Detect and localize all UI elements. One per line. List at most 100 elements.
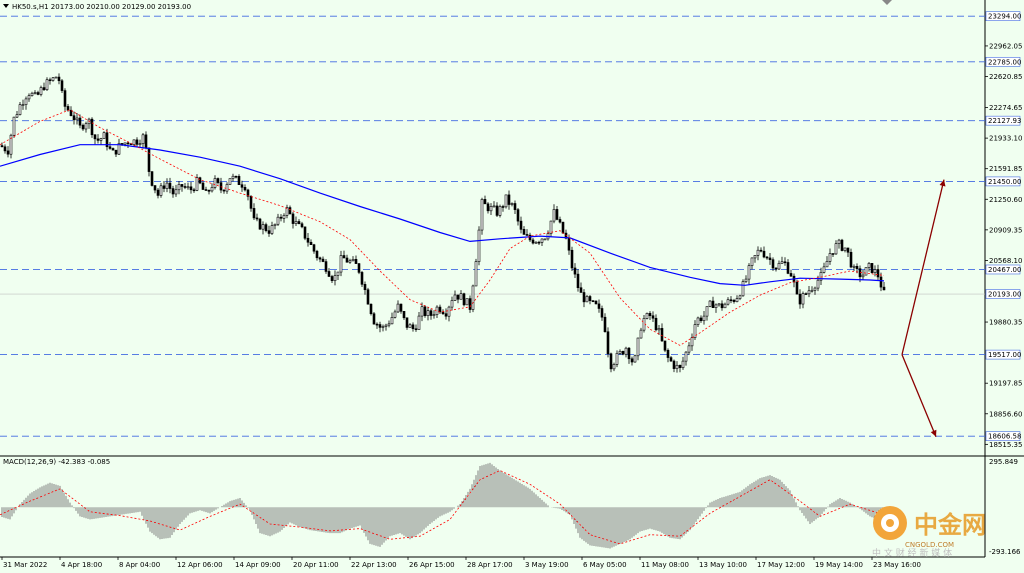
candle-body [576,273,580,289]
candle-body [84,123,88,130]
candle-body [624,347,628,355]
time-label: 20 Apr 11:00 [293,561,339,569]
candle-body [477,229,481,262]
candle-body [717,303,721,306]
candle-body [750,257,754,266]
candle-body [693,324,697,338]
candle-body [384,324,388,327]
candle-body [207,190,211,192]
candle-body [849,251,853,268]
candle-body [627,347,631,360]
level-label: 18606.58 [988,433,1021,441]
candle-body [873,269,877,273]
candle-body [228,178,232,185]
candle-body [324,261,328,272]
candle-body [447,306,451,317]
candle-body [534,241,538,244]
candle-body [507,194,511,205]
candle-body [483,199,487,205]
candle-body [711,300,715,309]
candle-body [126,142,130,145]
candle-body [48,79,52,82]
candle-body [297,221,301,225]
candle-body [690,337,694,347]
candle-body [459,293,463,300]
candle-body [72,115,76,121]
candle-body [243,187,247,191]
candle-body [795,281,799,295]
candle-body [402,311,406,319]
candle-body [12,116,16,136]
candle-body [783,261,787,264]
candle-body [99,138,103,141]
candle-body [270,225,274,234]
time-label: 12 Apr 06:00 [177,561,223,569]
candle-body [63,90,67,107]
candle-body [450,300,454,308]
candle-body [171,188,175,195]
candle-body [180,184,184,187]
candle-body [303,226,307,239]
price-tick-label: 18515.35 [989,441,1022,449]
candle-body [339,255,343,273]
candle-body [357,263,361,273]
candle-body [471,285,475,310]
candle-body [765,256,769,259]
candle-body [276,216,280,225]
time-label: 3 May 19:00 [525,561,569,569]
candle-body [633,355,637,363]
price-tick-label: 22274.65 [989,104,1022,112]
candle-body [531,239,535,244]
candle-body [192,189,196,192]
candle-body [756,249,760,256]
candle-body [168,182,172,189]
candle-body [528,234,532,241]
candle-body [156,189,160,196]
candle-body [330,276,334,281]
watermark: 中金网 CNGOLD.COM 中 文 财 经 新 媒 体 [872,506,986,559]
candle-body [201,182,205,190]
candle-body [543,238,547,241]
candle-body [444,313,448,317]
macd-histogram [1,462,885,549]
candle-body [327,271,331,277]
candle-body [231,175,235,179]
candle-body [252,208,256,219]
watermark-slogan: 中 文 财 经 新 媒 体 [872,547,952,559]
candle-body [33,92,37,94]
candle-body [390,317,394,325]
candle-body [513,203,517,210]
header-triangle-icon[interactable] [3,4,9,8]
candle-body [456,294,460,300]
candle-body [132,139,136,145]
projection-arrow-head-icon [930,429,937,437]
candle-body [687,345,691,353]
candle-body [822,266,826,273]
candle-body [807,290,811,295]
time-label: 19 May 14:00 [815,561,863,569]
candle-body [135,139,139,145]
candle-body [150,171,154,186]
candle-body [741,281,745,297]
candle-body [552,209,556,222]
projection-arrow-shaft [901,354,937,438]
candle-body [663,340,667,351]
candle-body [195,177,199,191]
candle-body [813,287,817,291]
macd-header: MACD(12,26,9) -42.383 -0.085 [3,458,110,466]
scroll-marker-icon[interactable] [882,0,892,5]
candle-body [504,194,508,208]
candle-body [210,187,214,192]
candle-body [759,249,763,252]
candle-body [30,92,34,96]
candle-body [408,324,412,328]
candle-body [675,364,679,369]
candle-body [768,257,772,260]
candle-body [723,303,727,309]
candle-body [726,299,730,305]
candle-body [363,284,367,291]
candle-body [819,272,823,281]
candle-body [249,196,253,209]
candle-body [123,142,127,145]
